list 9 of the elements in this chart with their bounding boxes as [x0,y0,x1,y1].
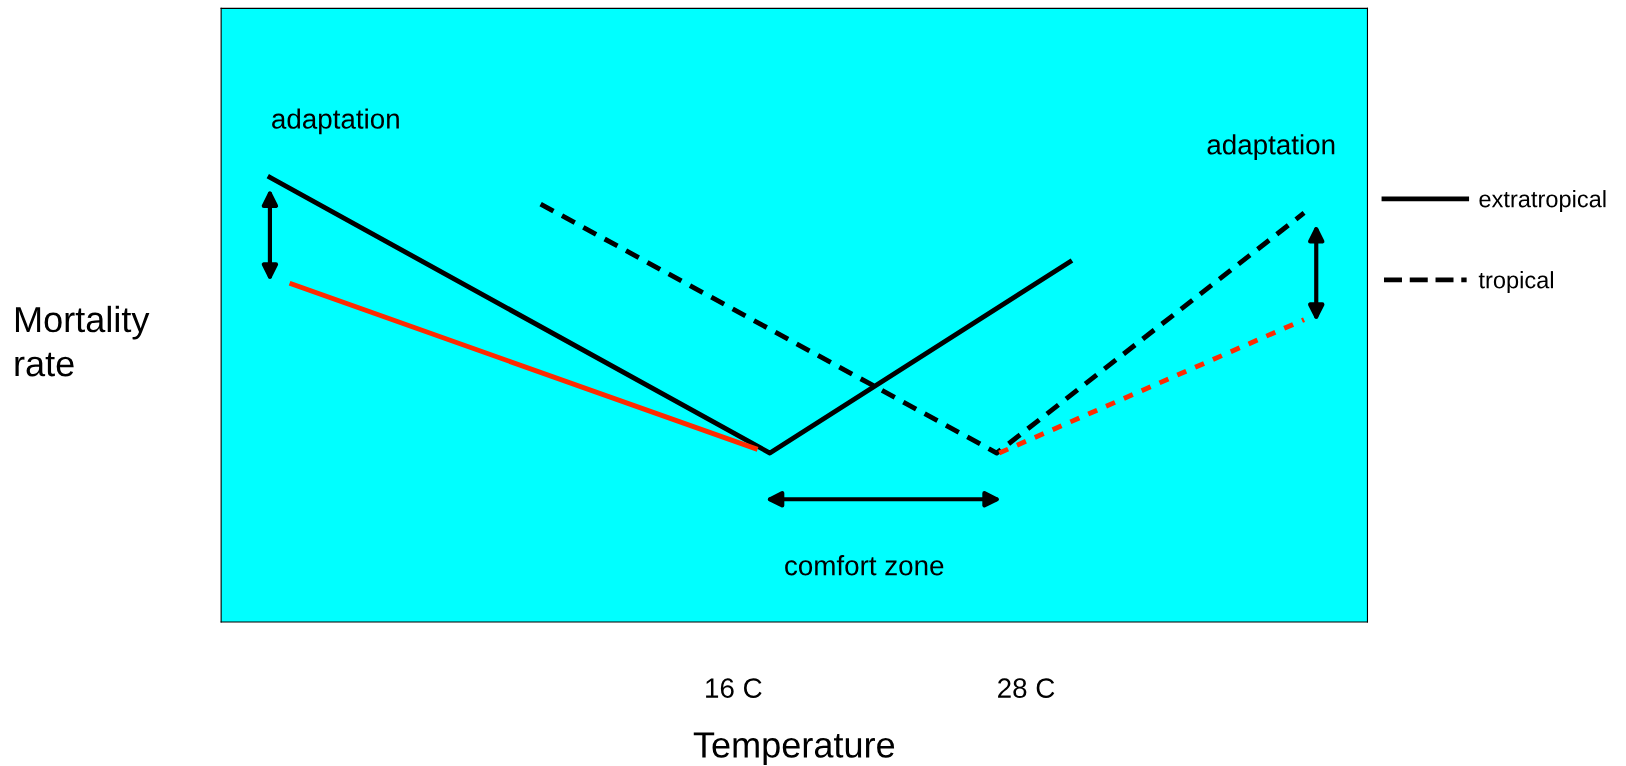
legend-label: tropical [1478,271,1553,294]
y-axis-title: Mortality rate [15,305,150,377]
x-axis-title: Temperature [693,732,895,765]
annotation: comfort zone [785,555,944,576]
legend-label: extratropical [1479,190,1606,213]
x-tick-label: 16 C [706,678,762,698]
text: adaptation [1207,134,1335,161]
x-tick-label: 28 C [998,678,1055,698]
text: adaptation [272,108,399,135]
